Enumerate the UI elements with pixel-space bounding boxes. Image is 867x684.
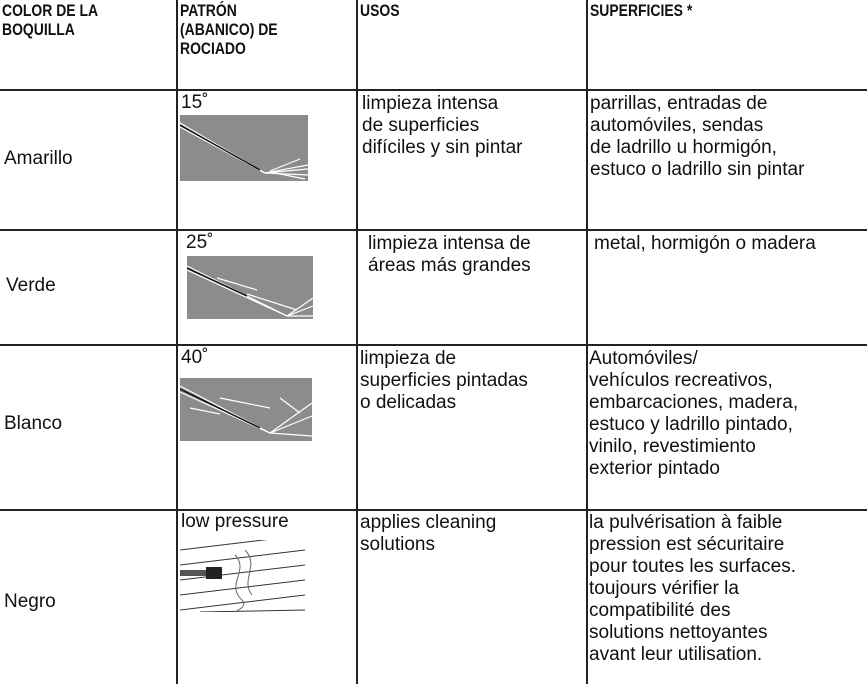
- row-rule: [0, 89, 867, 91]
- header-cell: USOS: [360, 1, 400, 20]
- text-line: pression est sécuritaire: [589, 534, 785, 555]
- text-line: áreas más grandes: [368, 255, 531, 276]
- text-line: limpieza intensa de: [368, 233, 531, 254]
- text-line: USOS: [360, 1, 400, 20]
- header-cell: COLOR DE LA BOQUILLA: [2, 1, 98, 39]
- spray-pattern: 25˚: [186, 232, 214, 253]
- text-line: COLOR DE LA: [2, 1, 99, 20]
- text-line: avant leur utilisation.: [589, 644, 763, 665]
- text-line: solutions nettoyantes: [589, 622, 768, 643]
- column-rule: [586, 0, 588, 684]
- text-line: applies cleaning: [360, 512, 497, 533]
- surfaces-cell: parrillas, entradas de automóviles, senda…: [590, 93, 804, 181]
- text-line: vinilo, revestimiento: [589, 436, 756, 457]
- text-line: toujours vérifier la: [589, 578, 739, 599]
- spray-pattern: low pressure: [181, 511, 289, 532]
- text-line: limpieza intensa: [362, 93, 499, 114]
- row-rule: [0, 229, 867, 231]
- text-line: difíciles y sin pintar: [362, 137, 523, 158]
- text-line: de ladrillo u hormigón,: [590, 137, 777, 158]
- column-rule: [176, 0, 178, 684]
- nozzle-color: Blanco: [4, 413, 63, 434]
- text-line: estuco o ladrillo sin pintar: [590, 159, 805, 180]
- surfaces-cell: Automóviles/vehículos recreativos, embarc…: [589, 348, 798, 480]
- text-line: BOQUILLA: [2, 20, 75, 39]
- column-rule: [356, 0, 358, 684]
- text-line: de superficies: [362, 115, 480, 136]
- text-line: embarcaciones, madera,: [589, 392, 799, 413]
- uses-cell: limpieza de superficies pintadas o delicad…: [360, 348, 528, 414]
- row-rule: [0, 344, 867, 346]
- text-line: compatibilité des: [589, 600, 731, 621]
- header-cell: PATRÓN (ABANICO) DE ROCIADO: [180, 1, 278, 58]
- uses-cell: applies cleaning solutions: [360, 512, 496, 556]
- uses-cell: limpieza intensa de superficies difíciles …: [362, 93, 523, 159]
- spray-pattern: 40˚: [181, 347, 209, 368]
- text-line: pour toutes les surfaces.: [589, 556, 796, 577]
- spray-25-image: [187, 256, 313, 319]
- nozzle-color: Amarillo: [4, 148, 73, 169]
- spray-15-image: [180, 115, 308, 181]
- spray-pattern: 15˚: [181, 92, 209, 113]
- text-line: metal, hormigón o madera: [594, 233, 816, 254]
- text-line: PATRÓN: [180, 1, 237, 20]
- text-line: vehículos recreativos,: [589, 370, 773, 391]
- text-line: limpieza de: [360, 348, 457, 369]
- spray-40-image: [180, 378, 312, 441]
- surfaces-cell: metal, hormigón o madera: [594, 233, 816, 255]
- low-pressure-image: [180, 540, 305, 612]
- header-cell: SUPERFICIES *: [590, 1, 692, 20]
- uses-cell: limpieza intensa de áreas más grandes: [368, 233, 531, 277]
- text-line: solutions: [360, 534, 435, 555]
- text-line: Automóviles/: [589, 348, 698, 369]
- text-line: superficies pintadas: [360, 370, 528, 391]
- text-line: exterior pintado: [589, 458, 720, 479]
- text-line: estuco y ladrillo pintado,: [589, 414, 793, 435]
- text-line: parrillas, entradas de: [590, 93, 768, 114]
- text-line: automóviles, sendas: [590, 115, 764, 136]
- text-line: (ABANICO) DE: [180, 20, 278, 39]
- surfaces-cell: la pulvérisation à faible pression est sé…: [589, 512, 796, 666]
- nozzle-color: Negro: [4, 591, 56, 612]
- text-line: ROCIADO: [180, 39, 246, 58]
- row-rule: [0, 509, 867, 511]
- text-line: la pulvérisation à faible: [589, 512, 783, 533]
- nozzle-color: Verde: [6, 275, 56, 296]
- text-line: o delicadas: [360, 392, 457, 413]
- text-line: SUPERFICIES *: [590, 1, 693, 20]
